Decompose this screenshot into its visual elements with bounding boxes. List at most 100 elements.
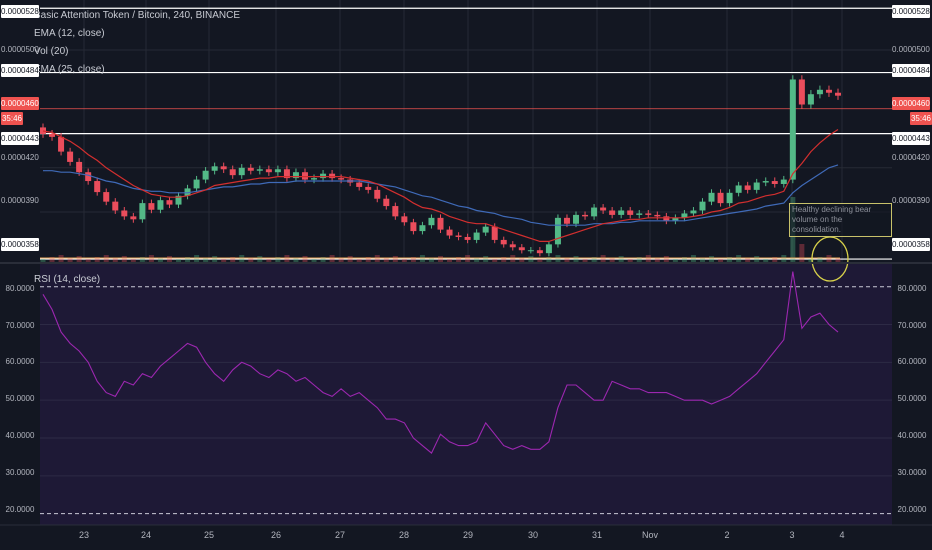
candle-body	[365, 186, 372, 190]
volume-bar	[438, 256, 443, 262]
volume-bar	[85, 259, 91, 262]
candle-body	[491, 226, 498, 240]
volume-bar	[40, 259, 46, 262]
left-price-label: 0.00004847	[1, 64, 39, 77]
x-tick-label: Nov	[641, 530, 658, 540]
x-tick-label: 3	[789, 530, 795, 540]
candle-body	[121, 210, 128, 217]
volume-bar	[492, 259, 498, 262]
volume-bar	[365, 257, 371, 262]
right-current-price-label: 0.00004601	[892, 97, 930, 110]
annotation-circle	[811, 236, 849, 282]
volume-bar	[248, 258, 254, 262]
rsi-left-tick: 30.0000	[5, 468, 35, 477]
candle-body	[202, 170, 209, 180]
candle-body	[762, 181, 769, 183]
volume-bar	[347, 256, 353, 262]
volume-bar	[49, 257, 55, 262]
candle-body	[500, 239, 507, 245]
x-tick-label: 28	[398, 530, 409, 540]
volume-bar	[582, 259, 588, 262]
candle-body	[735, 185, 742, 193]
x-tick-label: 29	[462, 530, 473, 540]
volume-bar	[727, 257, 733, 262]
candle-body	[229, 169, 236, 176]
candle-body	[708, 192, 715, 202]
candle-body	[645, 213, 652, 215]
candle-body	[563, 217, 570, 224]
right-countdown-label: 35:46	[910, 112, 932, 125]
volume-bar	[311, 259, 317, 262]
candle-body	[771, 181, 778, 184]
candle-body	[437, 217, 444, 230]
volume-bar	[383, 258, 389, 262]
candle-body	[356, 182, 363, 187]
volume-bar	[302, 256, 308, 262]
left-current-price-label: 0.00004601	[1, 97, 39, 110]
volume-bar	[112, 258, 118, 262]
candle-body	[112, 201, 119, 211]
volume-bar	[537, 259, 543, 262]
volume-bar	[528, 256, 534, 262]
volume-bar	[564, 258, 570, 262]
rsi-left-tick: 40.0000	[5, 431, 35, 440]
volume-bar	[320, 257, 326, 262]
left-price-label: 0.00004432	[1, 132, 39, 145]
volume-bar	[799, 244, 805, 262]
rsi-left-tick: 20.0000	[5, 505, 35, 514]
candle-body	[419, 225, 426, 232]
rsi-left-tick: 50.0000	[5, 394, 35, 403]
candle-body	[600, 207, 607, 211]
x-tick-label: 2	[724, 530, 730, 540]
candle-body	[157, 200, 164, 210]
rsi-line	[42, 271, 839, 454]
volume-bar	[121, 256, 127, 262]
ema-12-legend[interactable]: EMA (12, close)	[34, 28, 105, 39]
volume-bar	[654, 258, 660, 262]
volume-bar	[401, 259, 407, 262]
candle-body	[527, 250, 534, 252]
candle-body	[58, 136, 65, 152]
volume-bar	[410, 257, 416, 262]
candle-body	[825, 89, 832, 93]
candle-body	[85, 172, 92, 182]
candle-body	[184, 188, 191, 196]
rsi-legend[interactable]: RSI (14, close)	[34, 274, 101, 285]
volume-bar	[519, 258, 525, 262]
volume-bar	[817, 257, 823, 262]
volume-bar	[672, 259, 678, 262]
volume-bar	[221, 259, 227, 262]
annotation-note[interactable]: Healthy declining bear volume on the con…	[789, 203, 892, 237]
rsi-right-tick: 80.0000	[897, 284, 927, 293]
candle-body	[329, 173, 336, 179]
candle-body	[609, 210, 616, 215]
volume-bar	[609, 258, 615, 262]
candle-body	[807, 94, 814, 105]
candle-body	[690, 210, 697, 214]
volume-bar	[808, 259, 814, 262]
volume-bar	[754, 256, 760, 262]
volume-bar	[67, 258, 73, 262]
candle-body	[193, 179, 200, 189]
volume-bar	[501, 257, 507, 262]
volume-bar	[709, 256, 715, 262]
rsi-right-tick: 30.0000	[897, 468, 927, 477]
candle-body	[636, 213, 643, 215]
volume-bar	[636, 257, 642, 262]
volume-legend[interactable]: Vol (20)	[34, 46, 69, 57]
volume-bar	[591, 257, 597, 262]
ema-25-legend[interactable]: EMA (25, close)	[34, 64, 105, 75]
candle-body	[509, 244, 516, 248]
volume-bar	[835, 258, 841, 262]
volume-bar	[627, 259, 633, 262]
candle-body	[663, 216, 670, 221]
volume-bar	[130, 259, 136, 262]
candle-body	[518, 247, 525, 251]
candle-body	[76, 161, 83, 173]
candle-body	[753, 182, 760, 190]
